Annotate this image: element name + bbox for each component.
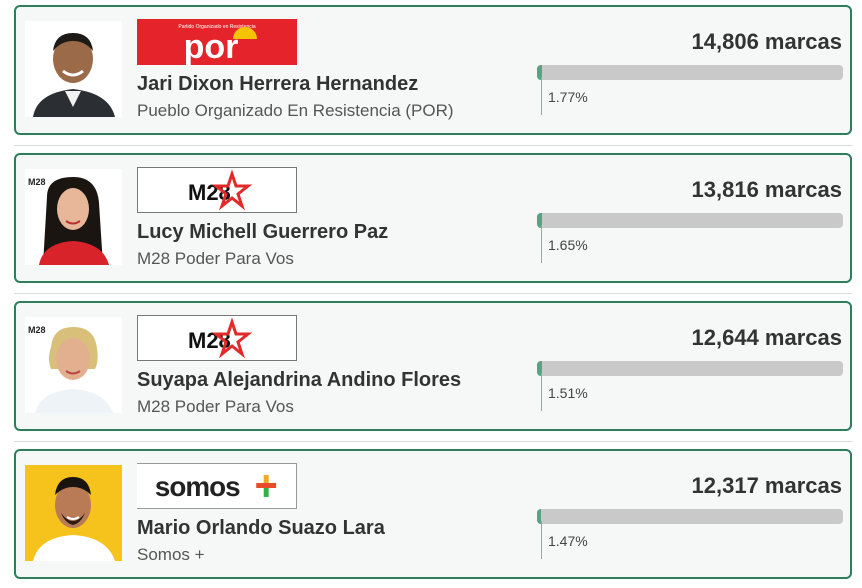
vote-progress-fill — [537, 65, 543, 80]
candidate-party: M28 Poder Para Vos — [137, 397, 294, 416]
vote-progress-bar — [537, 213, 843, 228]
somos-logo-image: somos — [155, 471, 277, 502]
party-logo: Partido Organizado en Resistencia por — [137, 19, 297, 65]
candidate-party: M28 Poder Para Vos — [137, 249, 294, 268]
progress-marker — [541, 225, 542, 263]
vote-percentage: 1.51% — [548, 385, 588, 401]
divider — [14, 293, 852, 294]
progress-marker — [541, 373, 542, 411]
vote-progress-fill — [537, 509, 542, 524]
progress-marker — [541, 521, 542, 559]
candidate-photo — [25, 465, 122, 561]
candidate-name: Mario Orlando Suazo Lara — [137, 517, 385, 539]
vote-progress-bar — [537, 361, 843, 376]
vote-percentage: 1.77% — [548, 89, 588, 105]
candidate-party: Pueblo Organizado En Resistencia (POR) — [137, 101, 454, 120]
portrait-image: M28 — [25, 169, 122, 265]
progress-marker — [541, 77, 542, 115]
vote-percentage: 1.47% — [548, 533, 588, 549]
candidate-card: somos Mario Orlando Suazo Lara Somos + 1… — [14, 449, 852, 579]
party-logo: somos — [137, 463, 297, 509]
vote-count: 14,806 marcas — [691, 29, 842, 54]
vote-progress-fill — [537, 361, 542, 376]
por-logo-image: Partido Organizado en Resistencia por — [178, 24, 257, 65]
vote-count: 13,816 marcas — [691, 177, 842, 202]
divider — [14, 441, 852, 442]
candidate-photo: M28 — [25, 317, 122, 413]
m28-logo-image: M28 — [188, 317, 253, 359]
m28-badge-text: M28 — [28, 325, 46, 335]
portrait-image — [25, 21, 122, 117]
por-logo-small-text: Partido Organizado en Resistencia — [178, 24, 255, 30]
vote-progress-bar — [537, 65, 843, 80]
candidate-name: Jari Dixon Herrera Hernandez — [137, 73, 419, 95]
candidate-card: Partido Organizado en Resistencia por Ja… — [14, 5, 852, 135]
candidate-photo: M28 — [25, 169, 122, 265]
candidate-card: M28 M28 Suyapa Alejandrina Andino Flores… — [14, 301, 852, 431]
vote-count: 12,644 marcas — [691, 325, 842, 350]
somos-logo-text: somos — [155, 471, 240, 502]
candidate-photo — [25, 21, 122, 117]
candidate-party: Somos + — [137, 545, 205, 564]
vote-percentage: 1.65% — [548, 237, 588, 253]
vote-progress-fill — [537, 213, 543, 228]
candidate-name: Lucy Michell Guerrero Paz — [137, 221, 389, 243]
m28-badge-text: M28 — [28, 177, 46, 187]
vote-count: 12,317 marcas — [691, 473, 842, 498]
party-logo: M28 — [137, 315, 297, 361]
party-logo: M28 — [137, 167, 297, 213]
divider — [14, 145, 852, 146]
candidate-card: M28 M28 Lucy Michell Guerrero Paz M28 Po… — [14, 153, 852, 283]
candidate-name: Suyapa Alejandrina Andino Flores — [137, 369, 462, 391]
por-logo-text: por — [184, 28, 239, 65]
portrait-image — [25, 465, 122, 561]
portrait-image: M28 — [25, 317, 122, 413]
m28-logo-image: M28 — [188, 169, 253, 211]
vote-progress-bar — [537, 509, 843, 524]
